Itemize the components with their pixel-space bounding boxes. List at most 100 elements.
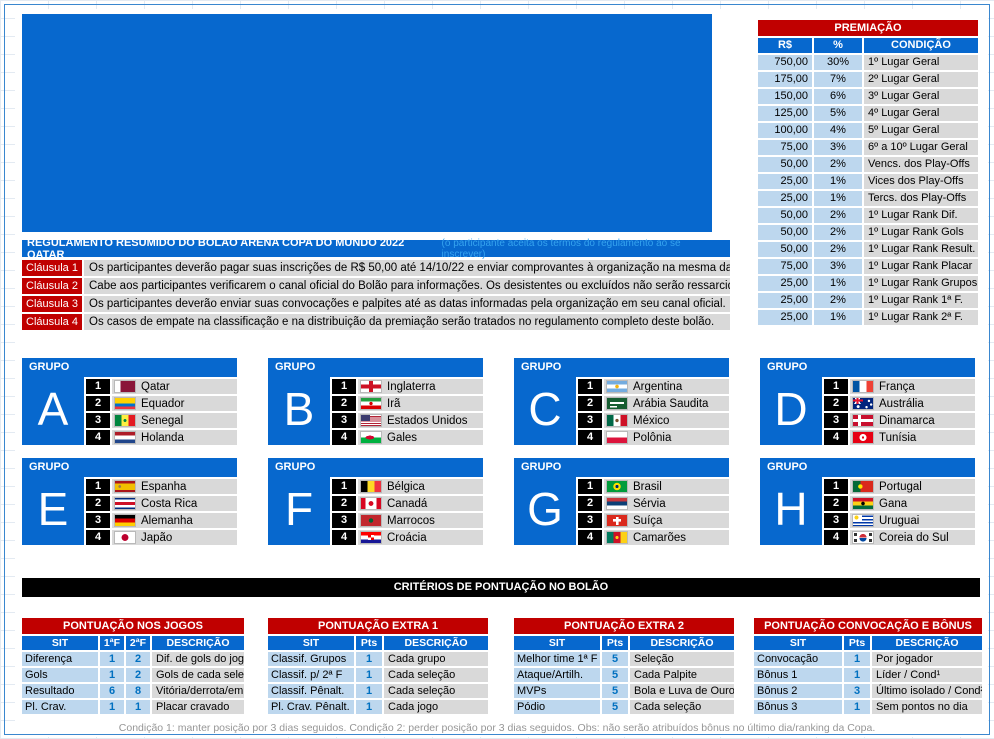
flag-croatia-icon (360, 531, 382, 544)
sit: Diferença (22, 652, 98, 666)
team-row: 3 México (578, 413, 729, 428)
descricao: Placar cravado (152, 700, 244, 714)
team-position: 1 (824, 479, 848, 494)
team-name: Gana (879, 497, 908, 510)
team-row: 4 Coreia do Sul (824, 530, 975, 545)
sit: Pl. Crav. (22, 700, 98, 714)
clause-text: Os participantes deverão pagar suas insc… (84, 260, 730, 276)
group-block-h: GRUPO H 1 Portugal 2 Gana 3 Uruguai 4 Coreia… (760, 458, 975, 545)
team-position: 1 (824, 379, 848, 394)
prize-row: 25,00 1% 1º Lugar Rank 2ª F. (758, 310, 978, 325)
team-row: 2 Sérvia (578, 496, 729, 511)
team-name: Costa Rica (141, 497, 198, 510)
flag-morocco-icon (360, 514, 382, 527)
prize-row: 75,00 3% 1º Lugar Rank Placar (758, 259, 978, 274)
prize-row: 175,00 7% 2º Lugar Geral (758, 72, 978, 87)
team-name: Qatar (141, 380, 170, 393)
prize-percent: 30% (814, 55, 862, 70)
scoring-row: Classif. Pênalt. 1 Cada seleção (268, 684, 488, 698)
team-row: 3 Uruguai (824, 513, 975, 528)
flag-brazil-icon (606, 480, 628, 493)
team-name: Holanda (141, 431, 184, 444)
team-row: 4 Holanda (86, 430, 237, 445)
scoring-row: Bônus 1 1 Líder / Cond¹ (754, 668, 982, 682)
group-letter: E (37, 483, 69, 535)
team-position: 4 (86, 530, 110, 545)
col-sit: SIT (754, 636, 842, 650)
scoring-row: Diferença 1 2 Dif. de gols do jogo (22, 652, 244, 666)
team-row: 2 Arábia Saudita (578, 396, 729, 411)
group-block-g: GRUPO G 1 Brasil 2 Sérvia 3 Suíça 4 Camarões (514, 458, 729, 545)
clause-label: Cláusula 1 (22, 260, 82, 276)
descricao: Líder / Cond¹ (872, 668, 982, 682)
team-name: Argentina (633, 380, 683, 393)
group-letter: H (774, 483, 808, 535)
team-name: Camarões (633, 531, 687, 544)
team-position: 2 (824, 496, 848, 511)
col-descricao: DESCRIÇÃO (152, 636, 244, 650)
team-name: Uruguai (879, 514, 920, 527)
col-1f: 1ªF (100, 636, 124, 650)
group-letter: D (774, 383, 808, 435)
sit: Ataque/Artilh. (514, 668, 600, 682)
prize-percent: 2% (814, 225, 862, 240)
clause-row: Cláusula 1 Os participantes deverão pagar… (22, 260, 730, 276)
team-position: 4 (824, 430, 848, 445)
flag-ecuador-icon (114, 397, 136, 410)
team-name: Equador (141, 397, 185, 410)
pts: 1 (844, 668, 870, 682)
prize-amount: 50,00 (758, 225, 812, 240)
prize-condition: 6º a 10º Lugar Geral (864, 140, 978, 155)
rules-header: REGULAMENTO RESUMIDO DO BOLÃO ARENA COPA… (22, 237, 730, 261)
team-name: Espanha (141, 480, 187, 493)
flag-portugal-icon (852, 480, 874, 493)
prize-condition: 1º Lugar Rank Dif. (864, 208, 978, 223)
prize-condition: 3º Lugar Geral (864, 89, 978, 104)
scoring-table-title: PONTUAÇÃO NOS JOGOS (22, 618, 244, 634)
group-letter: B (283, 383, 315, 435)
scoring-table-header: SIT Pts DESCRIÇÃO (754, 636, 982, 650)
flag-cameroon-icon (606, 531, 628, 544)
pts: 5 (602, 668, 628, 682)
flag-qatar-icon (114, 380, 136, 393)
pts: 3 (844, 684, 870, 698)
prize-condition: 1º Lugar Geral (864, 55, 978, 70)
descricao: Cada jogo (384, 700, 488, 714)
team-row: 1 Qatar (86, 379, 237, 394)
team-name: Sérvia (633, 497, 666, 510)
flag-uruguay-icon (852, 514, 874, 527)
prize-table-title: PREMIAÇÃO (758, 20, 978, 36)
team-position: 2 (86, 496, 110, 511)
pts: 5 (602, 684, 628, 698)
team-row: 1 Brasil (578, 479, 729, 494)
team-name: Canadá (387, 497, 428, 510)
prize-col-cond: CONDIÇÃO (864, 38, 978, 53)
team-position: 2 (578, 396, 602, 411)
team-position: 3 (578, 413, 602, 428)
col-pts: Pts (844, 636, 870, 650)
prize-percent: 2% (814, 242, 862, 257)
prize-amount: 50,00 (758, 208, 812, 223)
team-row: 3 Suíça (578, 513, 729, 528)
team-position: 4 (332, 430, 356, 445)
team-name: Alemanha (141, 514, 193, 527)
col-sit: SIT (514, 636, 600, 650)
team-row: 1 Argentina (578, 379, 729, 394)
group-header: GRUPO (521, 361, 562, 373)
team-name: Irã (387, 397, 401, 410)
prize-amount: 50,00 (758, 157, 812, 172)
team-row: 1 Espanha (86, 479, 237, 494)
group-block-b: GRUPO B 1 Inglaterra 2 Irã 3 Estados Unidos… (268, 358, 483, 445)
pts: 5 (602, 700, 628, 714)
group-letter: A (37, 383, 69, 435)
descricao: Por jogador (872, 652, 982, 666)
prize-amount: 25,00 (758, 310, 812, 325)
descricao: Último isolado / Cond² (872, 684, 982, 698)
pts: 1 (844, 652, 870, 666)
descricao: Gols de cada seleção (152, 668, 244, 682)
scoring-table-header: SIT Pts DESCRIÇÃO (514, 636, 734, 650)
team-position: 2 (824, 396, 848, 411)
team-row: 3 Alemanha (86, 513, 237, 528)
team-name: Dinamarca (879, 414, 935, 427)
